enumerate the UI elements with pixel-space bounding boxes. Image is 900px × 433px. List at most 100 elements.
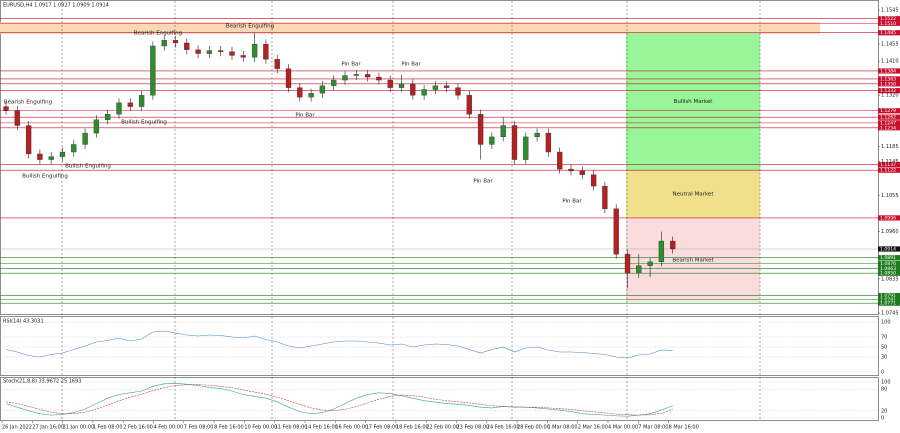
candle-body [670, 240, 676, 250]
level-tag [878, 81, 900, 87]
x-tick-label: 26 Jan 2022 [2, 425, 32, 431]
x-tick-label: 31 Jan 00:00 [63, 425, 95, 431]
candle-body [658, 240, 665, 263]
x-tick-label: 4 Mar 00:00 [608, 425, 638, 431]
y-tick-label: 70 [881, 335, 887, 341]
level-tag [878, 88, 900, 94]
candle-body [557, 151, 563, 170]
level-label: 1.0781 [880, 297, 896, 303]
candle-body [274, 59, 280, 69]
y-tick-label: 1.1185 [881, 144, 899, 150]
indicator-title: Stoch(21,8,8) 33.9672 25.1693 [3, 379, 81, 385]
y-tick-label: 20 [881, 408, 887, 414]
level-label: 1.1350 [880, 81, 896, 87]
candle-body [624, 254, 631, 274]
level-label: 1.1384 [880, 68, 896, 74]
candle-body [37, 153, 43, 160]
current-price-label: 1.0914 [880, 246, 896, 252]
x-tick-label: 10 Feb 00:00 [244, 425, 277, 431]
level-label: 1.1122 [880, 168, 896, 174]
y-tick-label: 30 [881, 355, 887, 361]
candle-body [455, 87, 461, 96]
level-tag [878, 270, 900, 276]
y-tick-label: 1.1055 [881, 193, 899, 199]
candle-body [285, 68, 292, 88]
zone-label: Neutral Market [673, 192, 715, 198]
x-tick-label: 4 Feb 00:00 [154, 425, 184, 431]
zone-label: Bullish Market [674, 99, 714, 105]
level-tag [878, 215, 900, 221]
level-label: 1.1262 [880, 115, 896, 121]
level-label: 1.1332 [880, 88, 896, 94]
x-tick-label: 17 Feb 08:00 [366, 425, 399, 431]
candle-body [251, 43, 258, 58]
pattern-annotation: Bearish Engulfing [4, 100, 52, 106]
chart-title: EURUSD,H4 1.0917 1.0927 1.0909 1.0914 [3, 3, 109, 9]
candle-body [240, 55, 246, 58]
level-label: 1.1247 [880, 120, 896, 126]
level-label: 1.0771 [880, 301, 896, 307]
candle-body [150, 45, 156, 96]
candle-body [308, 93, 314, 98]
current-price-tag [878, 246, 900, 252]
indicator-line [5, 383, 673, 417]
x-tick-label: 24 Feb 16:00 [487, 425, 520, 431]
candle-body [229, 51, 235, 56]
candle-body [342, 75, 348, 81]
candle-body [387, 79, 393, 88]
y-tick-label: 1.0745 [881, 311, 899, 317]
x-tick-label: 7 Feb 08:00 [184, 425, 214, 431]
pattern-annotation: Pin Bar [473, 179, 493, 185]
candle-body [105, 114, 111, 120]
panel-frame [0, 0, 879, 315]
level-label: 1.0791 [880, 293, 896, 299]
level-label: 1.1510 [880, 21, 896, 27]
pattern-annotation: Bullish Engulfing [22, 174, 68, 180]
candle-body [127, 102, 133, 107]
candle-body [331, 79, 337, 86]
level-label: 1.1137 [880, 162, 896, 168]
indicator-title: RSI(14) 43.3031 [3, 319, 44, 325]
candle-body [545, 132, 552, 153]
candle-body [353, 74, 359, 76]
y-tick-label: 1.0835 [881, 276, 899, 282]
y-tick-label: 1.1545 [881, 8, 899, 14]
candle-body [25, 125, 32, 155]
candle-body [466, 95, 472, 115]
y-tick-label: 100 [881, 380, 891, 386]
candle-body [138, 95, 145, 107]
candle-body [613, 208, 619, 255]
x-tick-label: 7 Mar 08:00 [638, 425, 668, 431]
level-tag [878, 292, 900, 299]
x-tick-label: 14 Feb 16:00 [305, 425, 338, 431]
y-tick-label: 100 [881, 320, 891, 326]
x-tick-label: 8 Mar 16:00 [669, 425, 699, 431]
pattern-annotation: Pin Bar [401, 62, 421, 68]
candle-body [116, 102, 122, 115]
candle-body [59, 151, 66, 157]
pattern-annotation: Pin Bar [295, 113, 315, 119]
candle-body [376, 76, 382, 81]
level-label: 1.0891 [880, 255, 896, 261]
x-tick-label: 28 Feb 00:00 [517, 425, 550, 431]
candle-body [218, 50, 224, 52]
candle-body [534, 132, 540, 138]
y-tick-label: 1.1455 [881, 42, 899, 48]
level-label: 1.0876 [880, 261, 896, 267]
level-tag [878, 20, 900, 26]
level-tag [878, 125, 900, 131]
level-tag [878, 108, 900, 114]
level-tag [878, 76, 900, 82]
candle-body [172, 40, 179, 44]
pattern-annotation: Pin Bar [562, 199, 582, 205]
pattern-annotation: Bearish Engulfing [134, 31, 182, 37]
candle-body [602, 185, 608, 209]
candle-body [590, 174, 597, 187]
candle-body [93, 119, 100, 134]
zone [626, 170, 760, 218]
level-label: 1.1279 [880, 108, 896, 114]
candle-body [477, 114, 484, 145]
y-tick-label: 0 [881, 370, 884, 376]
y-tick-label: 1.1145 [881, 159, 899, 165]
level-label: 1.0996 [880, 215, 896, 221]
